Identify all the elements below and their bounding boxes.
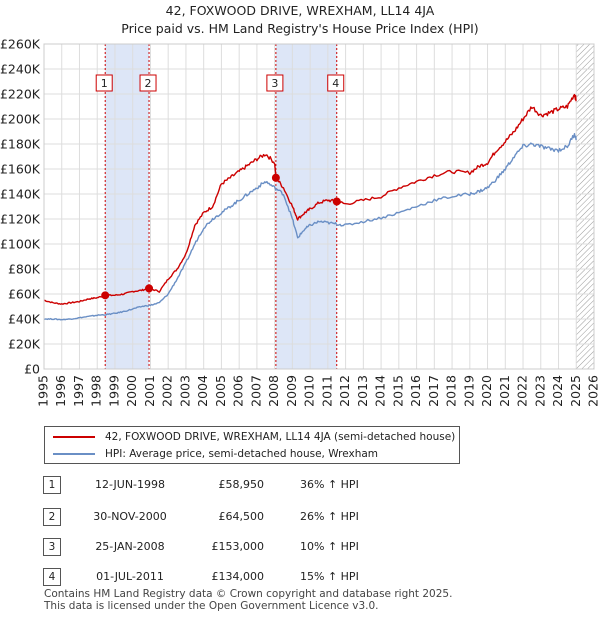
x-tick-label: 1999 <box>106 375 121 407</box>
legend-item-hpi: HPI: Average price, semi-detached house,… <box>53 446 378 462</box>
sale-point <box>332 197 341 206</box>
x-tick-label: 2014 <box>373 375 388 407</box>
chart-title: 42, FOXWOOD DRIVE, WREXHAM, LL14 4JA Pri… <box>0 2 600 38</box>
sale-number-badge: 2 <box>43 508 61 526</box>
sale-hpi-diff: 15% ↑ HPI <box>300 570 359 583</box>
sale-hpi-diff: 36% ↑ HPI <box>300 478 359 491</box>
sale-price: £134,000 <box>211 570 265 583</box>
sale-price: £153,000 <box>211 540 265 553</box>
plot-frame <box>43 43 595 370</box>
legend-item-property: 42, FOXWOOD DRIVE, WREXHAM, LL14 4JA (se… <box>53 429 455 445</box>
footer-line-2: This data is licensed under the Open Gov… <box>44 600 379 612</box>
sale-period-shade <box>105 44 150 369</box>
x-tick-label: 2020 <box>479 375 494 407</box>
sale-marker-box <box>95 74 113 92</box>
y-tick-label: £0 <box>24 362 40 377</box>
sale-marker-box <box>327 74 345 92</box>
y-tick-label: £60K <box>8 287 41 302</box>
x-tick-label: 2022 <box>515 375 530 407</box>
sale-date: 01-JUL-2011 <box>96 570 164 583</box>
sale-number-badge: 4 <box>43 568 61 586</box>
x-tick-label: 2005 <box>213 375 228 407</box>
x-tick-label: 1998 <box>89 375 104 407</box>
title-line-1: 42, FOXWOOD DRIVE, WREXHAM, LL14 4JA <box>165 3 435 18</box>
footer-line-1: Contains HM Land Registry data © Crown c… <box>44 588 453 600</box>
sale-date: 25-JAN-2008 <box>95 540 165 553</box>
x-tick-label: 2008 <box>266 375 281 407</box>
sale-row: 3 25-JAN-2008 £153,000 10% ↑ HPI <box>0 538 600 558</box>
x-tick-label: 2012 <box>337 375 352 407</box>
sale-marker-box <box>139 74 157 92</box>
legend: 42, FOXWOOD DRIVE, WREXHAM, LL14 4JA (se… <box>44 426 460 464</box>
y-tick-label: £120K <box>0 212 41 227</box>
sale-row: 4 01-JUL-2011 £134,000 15% ↑ HPI <box>0 568 600 588</box>
sale-point <box>145 284 154 293</box>
legend-swatch-hpi <box>53 453 95 455</box>
sale-marker-number: 2 <box>145 77 152 90</box>
sale-date: 12-JUN-1998 <box>94 478 166 491</box>
sale-point <box>271 173 280 182</box>
x-tick-label: 2016 <box>408 375 423 407</box>
sale-date: 30-NOV-2000 <box>93 510 167 523</box>
x-tick-label: 2009 <box>284 375 299 407</box>
legend-swatch-property <box>53 436 95 438</box>
y-tick-label: £200K <box>0 112 41 127</box>
sale-period-shade <box>275 44 337 369</box>
footer-credit: Contains HM Land Registry data © Crown c… <box>44 588 452 612</box>
y-tick-label: £260K <box>0 37 41 52</box>
title-line-2: Price paid vs. HM Land Registry's House … <box>121 21 479 36</box>
y-tick-label: £80K <box>8 262 41 277</box>
sale-hpi-diff: 26% ↑ HPI <box>300 510 359 523</box>
x-tick-label: 2002 <box>160 375 175 407</box>
x-tick-label: 2004 <box>195 375 210 407</box>
x-tick-label: 2007 <box>248 375 263 407</box>
sale-row: 2 30-NOV-2000 £64,500 26% ↑ HPI <box>0 508 600 528</box>
x-tick-label: 2006 <box>231 375 246 407</box>
sale-number-badge: 3 <box>43 538 61 556</box>
y-tick-label: £180K <box>0 137 41 152</box>
x-tick-label: 2024 <box>550 375 565 407</box>
y-tick-label: £100K <box>0 237 41 252</box>
x-tick-label: 2017 <box>426 375 441 407</box>
y-tick-label: £40K <box>8 312 41 327</box>
sale-number-badge: 1 <box>43 476 61 494</box>
y-tick-label: £220K <box>0 87 41 102</box>
sale-marker-number: 4 <box>332 77 339 90</box>
property-price-line <box>43 93 577 305</box>
y-tick-label: £20K <box>8 337 41 352</box>
x-tick-label: 2018 <box>444 375 459 407</box>
sale-marker-number: 1 <box>101 77 108 90</box>
price-chart: £0 £20K £40K £60K £80K £100K £120K £140K £160K £1… <box>0 37 600 407</box>
sale-marker-number: 3 <box>271 77 278 90</box>
hpi-line <box>43 133 577 321</box>
x-tick-label: 2003 <box>177 375 192 407</box>
x-tick-label: 2011 <box>319 375 334 407</box>
x-tick-label: 1995 <box>36 375 51 407</box>
x-tick-label: 2001 <box>142 375 157 407</box>
x-tick-label: 2010 <box>302 375 317 407</box>
future-hatch <box>576 44 594 369</box>
sale-hpi-diff: 10% ↑ HPI <box>300 540 359 553</box>
x-tick-label: 2025 <box>568 375 583 407</box>
y-tick-label: £240K <box>0 62 41 77</box>
y-tick-label: £140K <box>0 187 41 202</box>
sale-price: £58,950 <box>218 478 265 491</box>
y-tick-label: £160K <box>0 162 41 177</box>
legend-label-hpi: HPI: Average price, semi-detached house,… <box>105 448 379 460</box>
x-tick-label: 2021 <box>497 375 512 407</box>
sale-marker-box <box>266 74 284 92</box>
x-tick-label: 2013 <box>355 375 370 407</box>
legend-label-property: 42, FOXWOOD DRIVE, WREXHAM, LL14 4JA (se… <box>105 431 456 443</box>
x-tick-label: 1996 <box>53 375 68 407</box>
x-tick-label: 2015 <box>390 375 405 407</box>
x-tick-label: 2026 <box>586 375 600 407</box>
sale-point <box>101 291 110 300</box>
sale-price: £64,500 <box>218 510 265 523</box>
x-tick-label: 1997 <box>71 375 86 407</box>
sale-row: 1 12-JUN-1998 £58,950 36% ↑ HPI <box>0 476 600 496</box>
x-tick-label: 2019 <box>461 375 476 407</box>
x-tick-label: 2000 <box>124 375 139 407</box>
x-tick-label: 2023 <box>532 375 547 407</box>
